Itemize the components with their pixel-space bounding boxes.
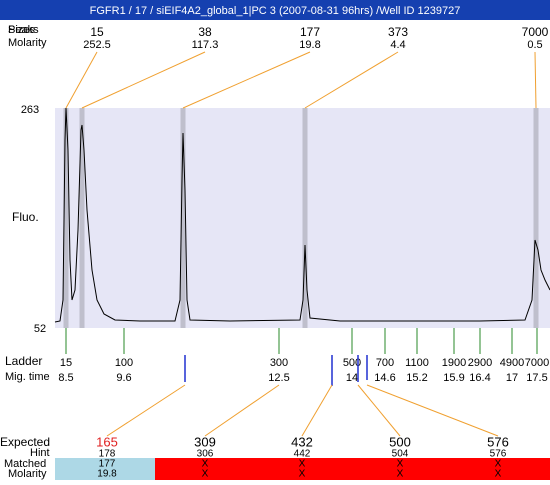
- expected-connector: [357, 384, 401, 437]
- peak-band: [302, 108, 308, 328]
- ladder-size: 2900: [468, 357, 492, 369]
- peak-molarity: 117.3: [192, 39, 219, 51]
- peak-molarity: 0.5: [527, 39, 542, 51]
- expected-connector: [366, 384, 499, 437]
- title-bar: [0, 0, 550, 20]
- peak-molarity: 19.8: [299, 39, 320, 51]
- expected-size: 309: [194, 434, 216, 449]
- peak-connector: [534, 51, 537, 109]
- ladder-mig-time: 16.4: [469, 372, 490, 384]
- matched-value: X: [299, 459, 306, 470]
- row-label: Molarity: [8, 37, 47, 49]
- ladder-size: 7000: [525, 357, 549, 369]
- ladder-size: 100: [115, 357, 133, 369]
- peak-band: [63, 108, 69, 328]
- matched-bg: [55, 458, 155, 480]
- peak-size: 177: [300, 25, 320, 39]
- expected-size: 500: [389, 434, 411, 449]
- peak-size: 7000: [522, 25, 549, 39]
- row-label: Peaks: [8, 24, 39, 36]
- molarity-value: 19.8: [97, 469, 117, 480]
- molarity-value: X: [495, 469, 502, 480]
- hint-value: 576: [490, 449, 507, 460]
- hint-value: 504: [392, 449, 409, 460]
- peak-band: [180, 108, 186, 328]
- peak-size: 15: [90, 25, 104, 39]
- peak-size: 38: [198, 25, 212, 39]
- ladder-mig-time: 14: [346, 372, 358, 384]
- title: FGFR1 / 17 / siEIF4A2_global_1|PC 3 (200…: [90, 5, 461, 17]
- peak-connector: [81, 51, 206, 109]
- molarity-value: X: [299, 469, 306, 480]
- matched-value: X: [495, 459, 502, 470]
- row-label: Molarity: [8, 468, 47, 480]
- fluorescence-trace: [54, 107, 550, 323]
- ladder-mig-time: 9.6: [116, 372, 131, 384]
- row-label: Ladder: [5, 354, 42, 368]
- ladder-size: 1100: [405, 357, 429, 369]
- ladder-mig-time: 8.5: [58, 372, 73, 384]
- ladder-size: 300: [270, 357, 288, 369]
- y-axis-label: Fluo.: [12, 210, 39, 224]
- y-max-label: 263: [21, 104, 39, 116]
- ladder-size: 4900: [500, 357, 524, 369]
- row-label: Sizes: [8, 24, 35, 36]
- y-min-label: 52: [34, 323, 46, 335]
- peak-connector: [182, 51, 311, 109]
- matched-value: X: [202, 459, 209, 470]
- expected-connector: [204, 384, 280, 437]
- peak-connector: [304, 51, 399, 109]
- peak-band: [533, 108, 539, 328]
- peak-band: [79, 108, 85, 328]
- expected-size: 432: [291, 434, 313, 449]
- ladder-size: 700: [376, 357, 394, 369]
- expected-size: 165: [96, 434, 118, 449]
- ladder-size: 1900: [442, 357, 466, 369]
- hint-value: 306: [197, 449, 214, 460]
- ladder-mig-time: 17: [506, 372, 518, 384]
- peak-molarity: 252.5: [83, 39, 111, 51]
- row-label: Expected: [0, 435, 50, 449]
- unmatched-bg: [155, 458, 550, 480]
- matched-value: X: [397, 459, 404, 470]
- expected-connector: [106, 384, 186, 437]
- ladder-mig-time: 17.5: [526, 372, 547, 384]
- row-label: Hint: [30, 447, 50, 459]
- ladder-size: 15: [60, 357, 72, 369]
- hint-value: 442: [294, 449, 311, 460]
- row-label: Mig. time: [5, 371, 50, 383]
- ladder-mig-time: 15.9: [443, 372, 464, 384]
- expected-connector: [301, 384, 333, 437]
- peak-molarity: 4.4: [390, 39, 405, 51]
- ladder-mig-time: 14.6: [374, 372, 395, 384]
- ladder-mig-time: 12.5: [268, 372, 289, 384]
- peak-size: 373: [388, 25, 408, 39]
- peak-connector: [65, 51, 98, 109]
- molarity-value: X: [202, 469, 209, 480]
- row-label: Matched: [4, 458, 46, 470]
- ladder-size: 500: [343, 357, 361, 369]
- expected-size: 576: [487, 434, 509, 449]
- ladder-mig-time: 15.2: [406, 372, 427, 384]
- hint-value: 178: [99, 449, 116, 460]
- molarity-value: X: [397, 469, 404, 480]
- matched-value: 177: [99, 459, 116, 470]
